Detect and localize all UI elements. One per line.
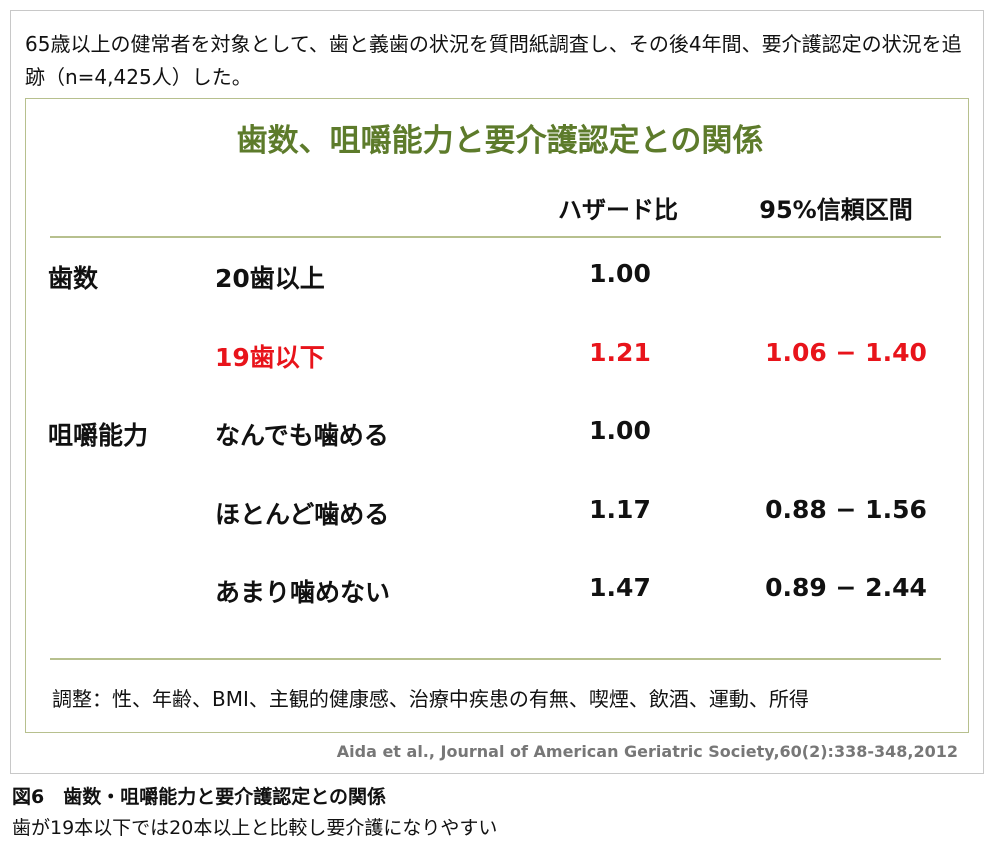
citation: Aida et al., Journal of American Geriatr… xyxy=(336,742,958,761)
row-label: なんでも噛める xyxy=(215,421,389,450)
header-hazard-ratio: ハザード比 xyxy=(558,196,678,224)
header-rule xyxy=(50,236,941,238)
confidence-interval: 0.89 − 2.44 xyxy=(765,573,927,602)
row-label: ほとんど噛める xyxy=(215,499,390,529)
table-frame xyxy=(25,98,969,733)
row-label: あまり噛めない xyxy=(215,578,391,607)
caption-text: 歯が19本以下では20本以上と比較し要介護になりやすい xyxy=(12,817,498,839)
header-confidence-interval: 95%信頼区間 xyxy=(759,196,913,224)
confidence-interval: 1.06 − 1.40 xyxy=(765,337,927,367)
row-label: 19歯以下 xyxy=(215,342,325,372)
hazard-ratio: 1.17 xyxy=(589,494,651,524)
adjustment-note: 調整：性、年齢、BMI、主観的健康感、治療中疾患の有無、喫煙、飲酒、運動、所得 xyxy=(52,687,809,711)
hazard-ratio: 1.00 xyxy=(589,259,651,288)
confidence-interval: 0.88 − 1.56 xyxy=(765,494,927,524)
hazard-ratio: 1.47 xyxy=(589,573,651,602)
table-title: 歯数、咀嚼能力と要介護認定との関係 xyxy=(236,123,764,159)
group-label: 歯数 xyxy=(48,264,99,293)
hazard-ratio: 1.00 xyxy=(589,416,651,445)
group-label: 咀嚼能力 xyxy=(48,421,149,450)
hazard-ratio: 1.21 xyxy=(589,337,651,367)
row-label: 20歯以上 xyxy=(215,264,325,293)
figure-frame xyxy=(10,10,984,774)
footer-rule xyxy=(50,658,941,660)
intro-text: 65歳以上の健常者を対象として、歯と義歯の状況を質問紙調査し、その後4年間、要介… xyxy=(25,32,962,89)
caption-title: 図6 歯数・咀嚼能力と要介護認定との関係 xyxy=(12,786,387,808)
